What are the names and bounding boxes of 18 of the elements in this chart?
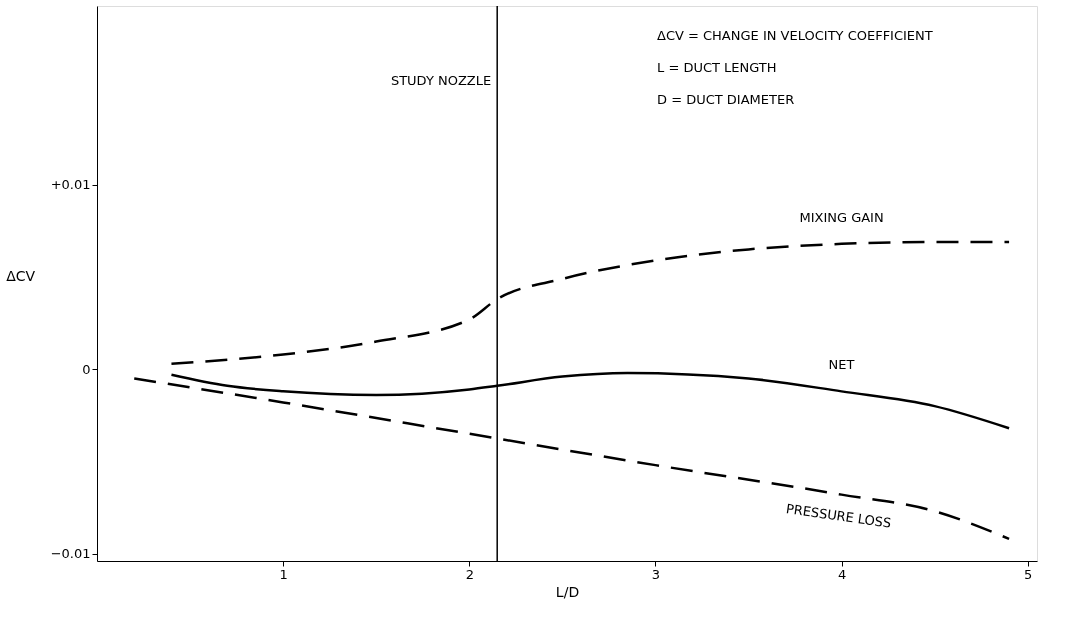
x-tick-label: 4 <box>837 566 847 582</box>
annotation: D = DUCT DIAMETER <box>657 92 795 107</box>
x-tick-label: 2 <box>465 566 474 582</box>
series-label: MIXING GAIN <box>799 209 884 225</box>
x-tick-label: 5 <box>1024 566 1033 582</box>
x-tick-label: 3 <box>651 566 661 582</box>
annotation: L = DUCT LENGTH <box>657 60 777 75</box>
y-tick-label: +0.01 <box>50 177 91 193</box>
x-tick-label: 1 <box>279 566 288 582</box>
line-series <box>132 377 1011 541</box>
y-tick-label: 0 <box>82 361 91 377</box>
x-axis-title: L/D <box>555 583 580 600</box>
y-tick-label: −0.01 <box>50 546 91 562</box>
series-label: NET <box>828 357 855 373</box>
ref-line-label: STUDY NOZZLE <box>390 73 492 88</box>
y-axis-title: ΔCV <box>6 268 36 284</box>
text: PRESSURE LOSS <box>785 501 893 531</box>
annotation: ΔCV = CHANGE IN VELOCITY COEFFICIENT <box>657 28 933 43</box>
